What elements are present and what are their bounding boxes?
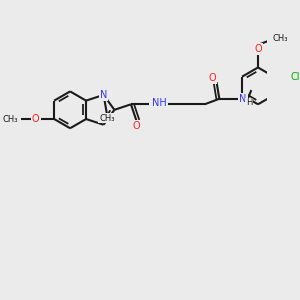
Text: N: N xyxy=(239,94,247,104)
Text: CH₃: CH₃ xyxy=(99,114,115,123)
Text: CH₃: CH₃ xyxy=(2,115,18,124)
Text: CH₃: CH₃ xyxy=(273,34,288,43)
Text: O: O xyxy=(208,73,216,83)
Text: O: O xyxy=(32,114,40,124)
Text: O: O xyxy=(133,121,140,131)
Text: H: H xyxy=(246,98,253,107)
Text: Cl: Cl xyxy=(290,72,300,82)
Text: O: O xyxy=(254,44,262,54)
Text: NH: NH xyxy=(152,98,167,108)
Text: N: N xyxy=(100,90,107,100)
